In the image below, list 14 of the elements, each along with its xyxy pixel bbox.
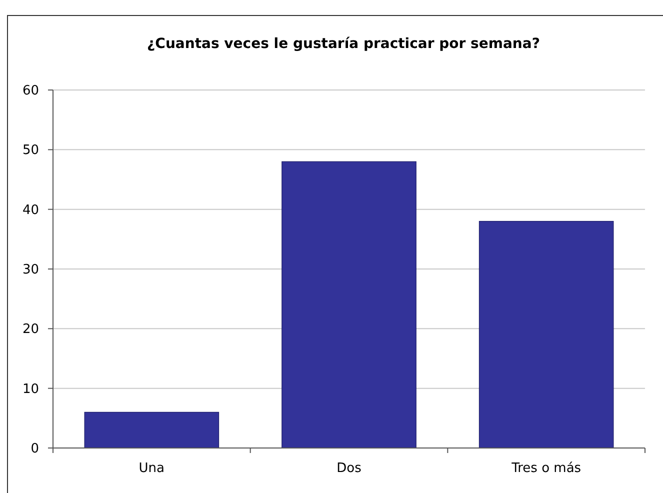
y-tick-label: 10	[22, 382, 39, 397]
y-tick-label: 40	[22, 202, 39, 218]
x-tick-label: Dos	[336, 461, 362, 476]
chart-title: ¿Cuantas veces le gustaría practicar por semana?	[147, 36, 540, 52]
bar	[282, 161, 416, 448]
x-tick-label: Tres o más	[510, 461, 582, 476]
y-tick-label: 20	[22, 322, 39, 338]
y-tick-label: 60	[22, 84, 39, 99]
y-tick-label: 0	[30, 442, 39, 457]
y-tick-label: 30	[22, 262, 39, 278]
x-tick-label: Una	[138, 461, 165, 476]
y-tick-label: 50	[22, 143, 39, 158]
bar	[478, 220, 614, 448]
bar	[84, 412, 220, 448]
